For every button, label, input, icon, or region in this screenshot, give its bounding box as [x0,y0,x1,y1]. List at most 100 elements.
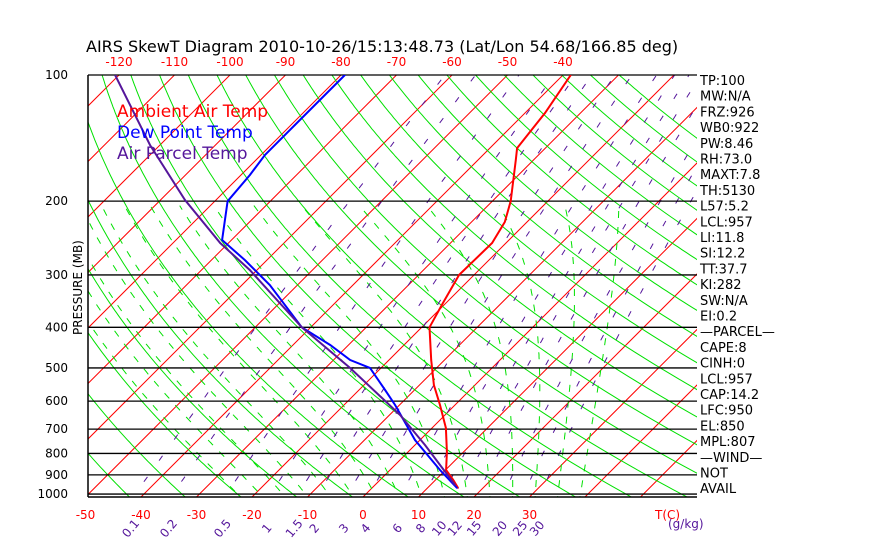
dew-data-point [221,239,223,241]
dry-adiabat-line [245,75,697,474]
mixing-ratio-unit-label: (g/kg) [668,517,704,531]
moist-adiabat-line [359,205,491,497]
dew-data-point [319,99,321,101]
y-tick-label: 200 [45,194,68,208]
bottom-x-tick-label: 10 [411,508,426,522]
mixing-ratio-line [521,165,697,497]
dry-adiabat-line [561,75,697,187]
dry-adiabat-line [88,331,242,497]
dew-profile-line [221,75,458,489]
mixing-ratio-tick-label: 3 [336,521,352,536]
stat-item: RH:73.0 [700,153,752,168]
stats-panel: TP:100MW:N/AFRZ:926WB0:922PW:8.46RH:73.0… [699,74,775,497]
stat-item: FRZ:926 [700,105,755,120]
legend-parcel-temp: Air Parcel Temp [117,144,248,164]
dew-data-point [369,367,371,369]
dew-data-point [439,469,441,471]
isotherm-line [88,75,342,329]
temp-profile-line [428,75,572,489]
moist-adiabat-line [579,205,620,497]
mixing-ratio-tick-label: 6 [390,521,406,536]
isotherm-line [140,75,564,497]
dew-data-point [344,75,346,76]
temp-data-point [544,112,546,114]
mixing-ratio-line [538,189,697,497]
top-x-tick-label: -40 [553,55,573,69]
bottom-x-tick-label: -40 [131,508,151,522]
isotherm-line [307,106,697,497]
x-axis-label: T(C) [654,508,680,522]
top-x-tick-label: -60 [442,55,462,69]
isotherm-line [362,162,697,497]
mixing-ratio-tick-label: 0.5 [211,517,234,541]
parcel-data-point [454,484,456,486]
mixing-ratio-tick-label: 2 [307,521,323,536]
stat-item: LI:11.8 [700,231,744,246]
dry-adiabat-line [331,75,697,391]
parcel-data-point [399,414,401,416]
dew-data-point [268,284,271,286]
dry-adiabat-line [0,68,79,503]
top-x-tick-label: -90 [276,55,296,69]
dew-data-point [329,344,332,346]
mixing-ratio-line [475,104,697,497]
mixing-ratio-line [440,75,690,497]
mixing-ratio-line [268,75,555,497]
temp-data-point [433,384,435,386]
moist-adiabat-line [101,205,332,497]
dew-data-point [349,359,351,361]
stat-item: EI:0.2 [700,310,737,325]
isotherm-line [473,273,697,497]
parcel-profile-line [114,75,456,486]
parcel-data-point [249,269,251,271]
stat-item: WB0:922 [700,121,759,136]
dry-adiabat-line [360,75,697,364]
dry-adiabat-line [446,75,697,286]
mixing-ratio-line [315,75,593,497]
isotherm-line [529,328,697,497]
dry-adiabat-line [388,75,697,337]
dew-data-point [249,174,251,176]
parcel-data-point [114,75,116,76]
stat-item: LCL:957 [700,215,753,230]
y-tick-label: 600 [45,394,68,408]
dew-data-point [294,124,296,126]
dry-adiabat-line [532,75,697,211]
moist-adiabat-line [149,205,377,497]
temp-data-point [516,147,518,149]
y-tick-label: 300 [45,268,68,282]
mixing-ratio-line [170,75,477,497]
isotherm-line [88,75,175,163]
mixing-ratio-tick-label: 12 [445,518,466,539]
dry-adiabat-line [101,75,465,497]
bottom-x-tick-label: -30 [187,508,207,522]
temp-data-point [569,75,572,76]
parcel-data-point [424,444,426,446]
isotherm-line [640,439,697,497]
top-x-tick-label: -110 [161,55,188,69]
top-x-tick-label: -50 [498,55,518,69]
dry-adiabat-line [88,198,354,497]
isotherm-line [88,75,397,385]
temp-data-point [452,479,455,481]
parcel-data-point [301,326,303,329]
y-tick-label: 700 [45,422,68,436]
mixing-ratio-tick-label: 1 [259,521,275,536]
stat-item: CAPE:8 [700,341,747,356]
isotherm-line [88,75,508,496]
dry-adiabat-line [503,75,697,236]
pressure-gridlines [88,74,697,495]
stat-item: PW:8.46 [700,137,753,152]
bottom-x-tick-label: -10 [298,508,318,522]
mixing-ratio-line [456,80,697,497]
stat-item: TP:100 [699,74,745,89]
dry-adiabat-line [589,75,697,163]
mixing-ratio-line [422,75,676,497]
moist-adiabat-line [124,205,354,497]
stat-item: MAXT:7.8 [700,168,760,183]
bottom-x-tick-label: -50 [76,508,96,522]
dew-data-point [226,200,229,202]
mixing-ratio-line [367,75,633,497]
background-grid [0,68,697,503]
isotherm-line [196,75,619,497]
